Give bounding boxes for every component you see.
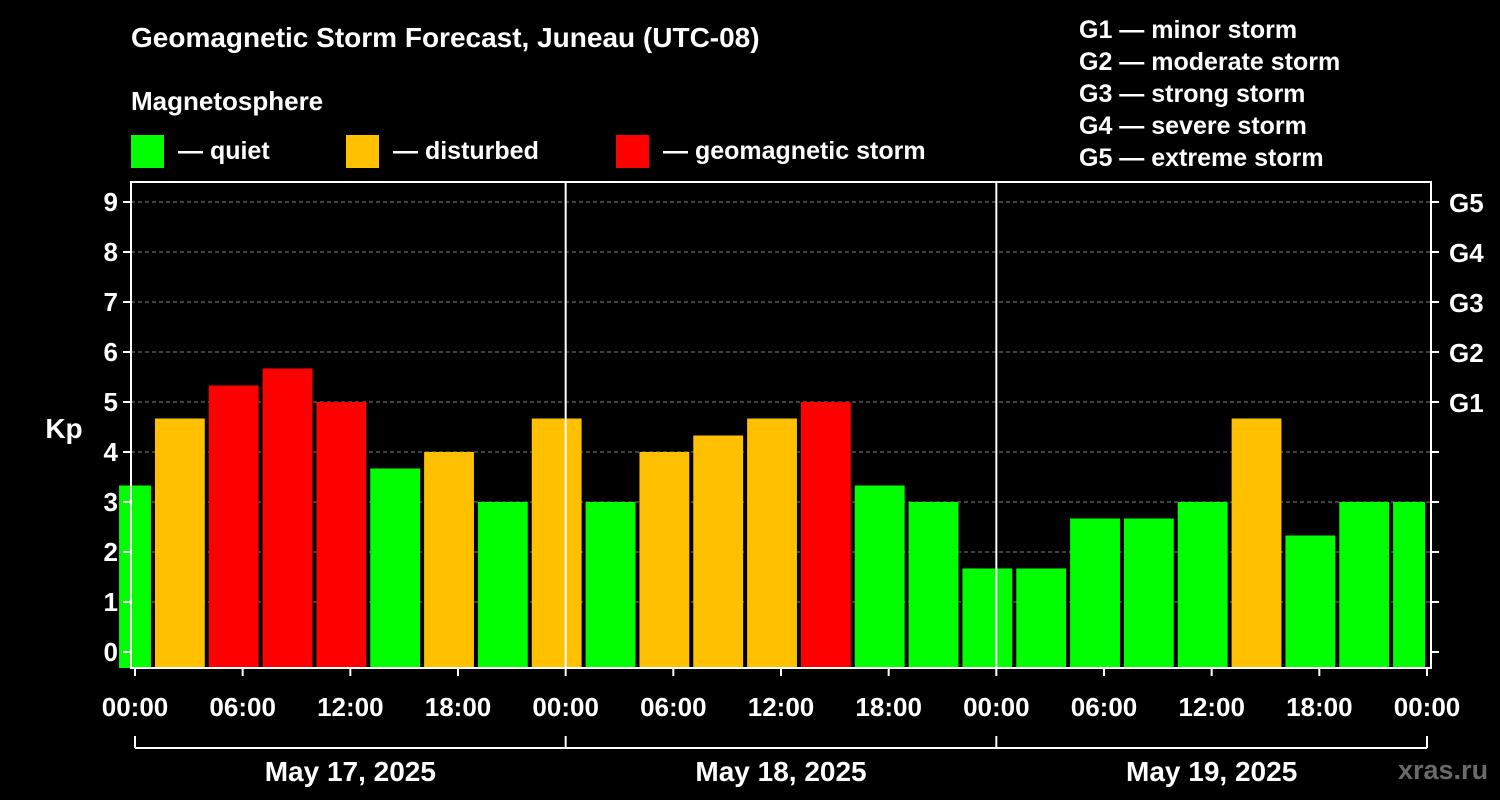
- g-scale-label: G4: [1449, 238, 1484, 268]
- kp-bar: [693, 435, 744, 668]
- legend-storm-label: — geomagnetic storm: [663, 136, 926, 165]
- x-tick-label: 00:00: [532, 692, 599, 722]
- kp-bar: [854, 485, 905, 668]
- date-label: May 18, 2025: [695, 756, 866, 787]
- x-tick-label: 00:00: [102, 692, 169, 722]
- y-tick-label: 0: [104, 637, 118, 667]
- chart-title: Geomagnetic Storm Forecast, Juneau (UTC-…: [131, 22, 760, 53]
- g-scale-label: G2: [1449, 338, 1484, 368]
- kp-bar: [1393, 502, 1425, 668]
- storm-scale-g2: G2 — moderate storm: [1079, 48, 1341, 76]
- y-axis-label: Kp: [45, 413, 82, 444]
- kp-bar: [1070, 518, 1120, 668]
- x-tick-label: 12:00: [1178, 692, 1245, 722]
- y-tick-label: 2: [104, 537, 118, 567]
- kp-bar: [585, 502, 636, 668]
- legend-disturbed-swatch: [346, 134, 379, 168]
- legend-storm: — geomagnetic storm: [616, 134, 926, 168]
- kp-bar: [1231, 418, 1282, 668]
- x-tick-label: 12:00: [748, 692, 815, 722]
- y-tick-label: 9: [104, 187, 118, 217]
- x-tick-label: 18:00: [425, 692, 492, 722]
- kp-bar: [154, 418, 205, 668]
- kp-bar: [1016, 568, 1067, 668]
- storm-scale-g3: G3 — strong storm: [1079, 80, 1306, 108]
- kp-bar: [370, 468, 421, 668]
- legend-storm-swatch: [616, 134, 649, 168]
- x-tick-label: 00:00: [963, 692, 1030, 722]
- y-tick-label: 6: [104, 337, 118, 367]
- storm-scale-legend: G1 — minor storm G2 — moderate storm G3 …: [1079, 14, 1340, 174]
- x-tick-label: 18:00: [1286, 692, 1353, 722]
- magnetosphere-label: Magnetosphere: [131, 86, 324, 116]
- legend-quiet: — quiet: [131, 134, 270, 168]
- legend-quiet-label: — quiet: [178, 136, 270, 165]
- y-tick-label: 4: [104, 437, 119, 467]
- x-tick-label: 06:00: [209, 692, 276, 722]
- y-tick-label: 7: [104, 287, 118, 317]
- x-tick-label: 18:00: [855, 692, 922, 722]
- x-tick-label: 06:00: [1071, 692, 1138, 722]
- storm-scale-g4: G4 — severe storm: [1079, 112, 1307, 140]
- g-scale-label: G5: [1449, 188, 1484, 218]
- y-tick-label: 3: [104, 487, 118, 517]
- x-tick-label: 06:00: [640, 692, 707, 722]
- storm-scale-g5: G5 — extreme storm: [1079, 144, 1324, 172]
- g-scale-label: G1: [1449, 388, 1484, 418]
- y-tick-label: 5: [104, 387, 118, 417]
- kp-bar: [477, 502, 528, 668]
- g-scale-label: G3: [1449, 288, 1484, 318]
- y-tick-label: 8: [104, 237, 118, 267]
- kp-bar: [1123, 518, 1174, 668]
- date-label: May 17, 2025: [265, 756, 436, 787]
- kp-bar: [316, 402, 367, 668]
- kp-bar: [1339, 502, 1390, 668]
- kp-bar: [424, 452, 474, 668]
- date-label: May 19, 2025: [1126, 756, 1297, 787]
- kp-bar: [962, 568, 1013, 668]
- kp-bar: [1285, 535, 1336, 668]
- watermark: xras.ru: [1398, 755, 1489, 785]
- kp-bar: [208, 385, 259, 668]
- kp-bar: [639, 452, 690, 668]
- storm-scale-g1: G1 — minor storm: [1079, 16, 1298, 44]
- kp-bar: [531, 418, 582, 668]
- legend-disturbed: — disturbed: [346, 134, 539, 168]
- kp-bar: [1177, 502, 1228, 668]
- legend-quiet-swatch: [131, 134, 164, 168]
- kp-bar: [747, 418, 797, 668]
- kp-bar: [908, 502, 959, 668]
- y-tick-label: 1: [104, 587, 118, 617]
- kp-bar: [800, 402, 851, 668]
- x-tick-label: 00:00: [1394, 692, 1461, 722]
- kp-bar: [262, 368, 313, 668]
- x-tick-label: 12:00: [317, 692, 384, 722]
- legend-disturbed-label: — disturbed: [393, 136, 539, 165]
- kp-bar: [119, 485, 151, 668]
